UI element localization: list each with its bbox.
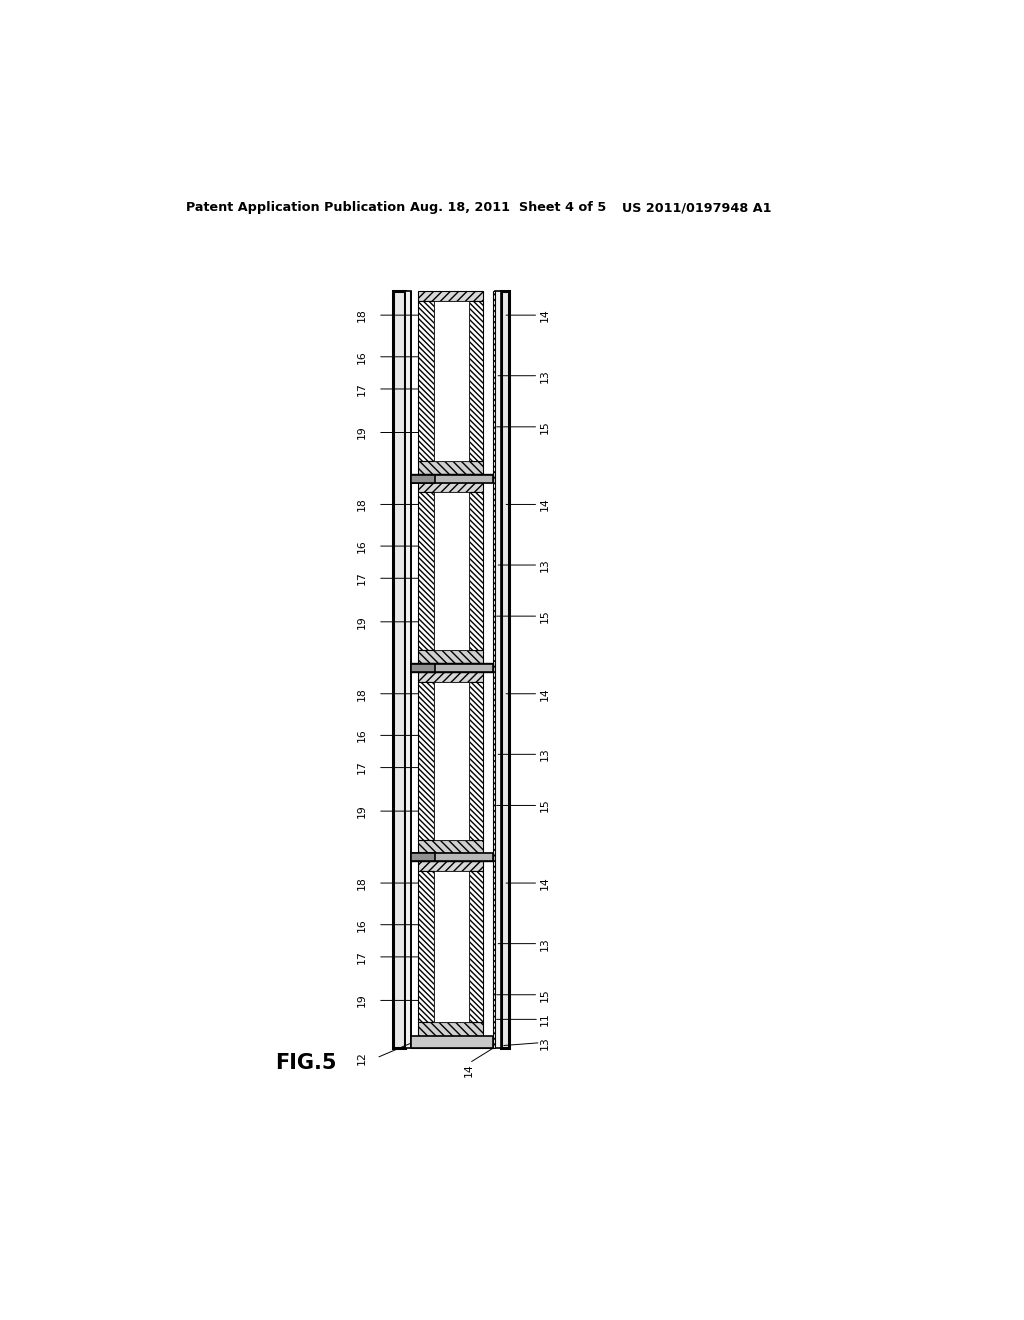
Bar — [433, 681, 469, 840]
Text: 17: 17 — [357, 950, 368, 964]
Bar — [418, 672, 482, 681]
Text: 14: 14 — [540, 498, 550, 511]
Bar — [411, 474, 494, 482]
Text: 15: 15 — [540, 987, 550, 1002]
Bar — [411, 475, 435, 483]
Bar — [418, 482, 482, 492]
Bar — [411, 853, 435, 861]
Bar — [404, 290, 411, 1048]
Text: 15: 15 — [540, 610, 550, 623]
Text: 18: 18 — [357, 686, 368, 701]
Text: 19: 19 — [357, 425, 368, 440]
Text: 19: 19 — [357, 615, 368, 628]
Bar — [418, 301, 433, 461]
Bar — [433, 871, 469, 1022]
Bar — [494, 290, 496, 1048]
Text: 15: 15 — [540, 420, 550, 434]
Text: 16: 16 — [357, 539, 368, 553]
Text: 13: 13 — [540, 558, 550, 572]
Text: 15: 15 — [540, 799, 550, 812]
Text: 19: 19 — [357, 994, 368, 1007]
Bar — [418, 1022, 482, 1036]
Bar — [418, 871, 433, 1022]
Bar — [433, 492, 469, 651]
Text: 17: 17 — [357, 572, 368, 585]
Bar — [433, 301, 469, 461]
Text: 18: 18 — [357, 876, 368, 890]
Text: 14: 14 — [464, 1063, 474, 1077]
Bar — [411, 664, 435, 672]
Bar — [501, 290, 509, 1048]
Text: 13: 13 — [540, 937, 550, 950]
Bar — [418, 461, 482, 474]
Bar — [418, 651, 482, 664]
Text: 11: 11 — [540, 1012, 550, 1026]
Bar — [411, 664, 494, 672]
Bar — [411, 1036, 494, 1048]
Text: 17: 17 — [357, 760, 368, 775]
Bar — [411, 853, 494, 861]
Text: 13: 13 — [540, 368, 550, 383]
Bar — [411, 664, 494, 672]
Text: 17: 17 — [357, 381, 368, 396]
Bar — [418, 861, 482, 871]
Bar — [469, 681, 482, 840]
Bar — [392, 290, 404, 1048]
Text: 14: 14 — [540, 876, 550, 890]
Text: 16: 16 — [357, 917, 368, 932]
Text: 16: 16 — [357, 350, 368, 364]
Bar — [469, 871, 482, 1022]
Bar — [469, 492, 482, 651]
Text: US 2011/0197948 A1: US 2011/0197948 A1 — [622, 201, 771, 214]
Bar — [469, 301, 482, 461]
Text: 18: 18 — [357, 498, 368, 511]
Text: 14: 14 — [540, 309, 550, 322]
Text: 18: 18 — [357, 309, 368, 322]
Text: Aug. 18, 2011  Sheet 4 of 5: Aug. 18, 2011 Sheet 4 of 5 — [410, 201, 606, 214]
Text: 16: 16 — [357, 729, 368, 742]
Text: FIG.5: FIG.5 — [274, 1053, 336, 1073]
Text: 13: 13 — [540, 1036, 550, 1049]
Bar — [496, 290, 501, 1048]
Bar — [418, 681, 433, 840]
Bar — [411, 475, 494, 483]
Bar — [418, 290, 482, 301]
Text: 13: 13 — [540, 747, 550, 762]
Bar — [411, 853, 494, 861]
Bar — [418, 492, 433, 651]
Text: 19: 19 — [357, 804, 368, 818]
Bar — [411, 1036, 494, 1048]
Text: 14: 14 — [540, 686, 550, 701]
Bar — [418, 840, 482, 853]
Text: 12: 12 — [357, 1051, 368, 1065]
Text: Patent Application Publication: Patent Application Publication — [186, 201, 406, 214]
